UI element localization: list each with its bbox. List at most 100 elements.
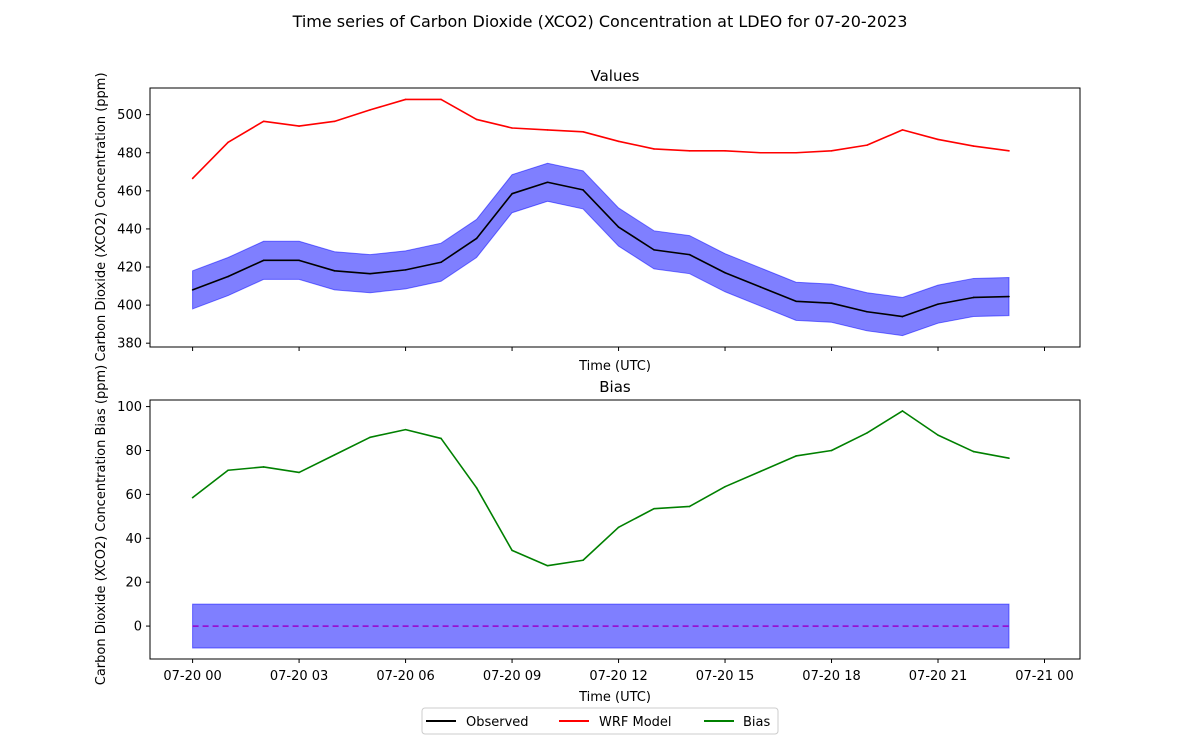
legend-box bbox=[421, 707, 779, 735]
wrf-model-point bbox=[404, 98, 407, 101]
observed-point bbox=[262, 259, 265, 262]
bias-panel-title: Bias bbox=[599, 378, 631, 396]
bias-point bbox=[369, 436, 371, 439]
bias-x-tick-label: 07-20 06 bbox=[376, 669, 434, 684]
wrf-model-point bbox=[298, 125, 300, 127]
bias-line bbox=[192, 410, 1010, 567]
observed-point bbox=[511, 192, 513, 195]
bias-x-tick-label: 07-21 00 bbox=[1015, 669, 1073, 684]
wrf-model-line bbox=[192, 98, 1010, 180]
observed-point bbox=[653, 249, 655, 251]
observed-point bbox=[440, 261, 442, 264]
values-x-axis-label: Time (UTC) bbox=[578, 359, 651, 374]
wrf-model-point bbox=[440, 98, 442, 101]
bias-point bbox=[759, 470, 762, 473]
observed-point bbox=[475, 237, 478, 240]
bias-point bbox=[546, 564, 549, 567]
bias-point bbox=[795, 455, 797, 457]
observed-point bbox=[1008, 295, 1010, 298]
bias-point bbox=[440, 437, 442, 440]
wrf-model-point bbox=[475, 118, 478, 121]
bias-x-tick-label: 07-20 00 bbox=[163, 669, 221, 684]
bias-point bbox=[653, 507, 655, 510]
legend-label-observed: Observed bbox=[466, 715, 529, 730]
observed-point bbox=[298, 259, 300, 262]
wrf-model-point bbox=[653, 148, 655, 150]
wrf-model-point bbox=[1008, 150, 1010, 152]
observed-point bbox=[369, 272, 371, 275]
bias-y-tick-label: 60 bbox=[125, 488, 142, 503]
observed-point bbox=[830, 302, 833, 304]
observed-point bbox=[901, 315, 904, 318]
bias-point bbox=[298, 471, 300, 474]
wrf-model-point bbox=[830, 150, 833, 152]
legend-label-wrf-model: WRF Model bbox=[599, 715, 672, 730]
wrf-model-point bbox=[333, 120, 336, 123]
legend: Observed WRF Model Bias bbox=[421, 707, 779, 735]
wrf-model-point bbox=[688, 150, 691, 152]
bias-y-tick-label: 20 bbox=[125, 576, 142, 591]
values-y-axis-label: Carbon Dioxide (XCO2) Concentration (ppm… bbox=[94, 72, 109, 361]
figure-title: Time series of Carbon Dioxide (XCO2) Con… bbox=[292, 12, 908, 31]
observed-point bbox=[759, 286, 762, 288]
wrf-model-point bbox=[546, 129, 549, 131]
wrf-model-point bbox=[191, 177, 194, 180]
bias-point bbox=[191, 496, 194, 499]
observed-point bbox=[795, 300, 797, 303]
wrf-model-point bbox=[901, 129, 904, 131]
observed-point bbox=[724, 271, 726, 274]
bias-point bbox=[617, 526, 620, 529]
wrf-model-point bbox=[369, 109, 371, 111]
bias-x-tick-label: 07-20 18 bbox=[802, 669, 860, 684]
values-y-tick-label: 420 bbox=[117, 261, 142, 276]
observed-point bbox=[582, 189, 584, 191]
bias-y-tick-label: 0 bbox=[134, 620, 142, 635]
bias-point bbox=[333, 454, 336, 456]
wrf-model-point bbox=[262, 120, 265, 123]
bias-point bbox=[1008, 457, 1010, 459]
bias-y-tick-label: 80 bbox=[125, 444, 142, 459]
wrf-model-point bbox=[795, 151, 797, 154]
values-panel-title: Values bbox=[590, 67, 639, 85]
bias-y-tick-label: 40 bbox=[125, 532, 142, 547]
values-y-tick-label: 400 bbox=[117, 299, 142, 314]
legend-label-bias: Bias bbox=[743, 715, 770, 730]
bias-point bbox=[866, 432, 868, 434]
bias-point bbox=[724, 485, 726, 488]
bias-point bbox=[511, 549, 513, 552]
bias-x-tick-label: 07-20 09 bbox=[483, 669, 541, 684]
observed-point bbox=[972, 296, 975, 299]
bias-point bbox=[404, 428, 407, 431]
observed-uncertainty-band bbox=[192, 162, 1010, 337]
values-plot-frame bbox=[149, 87, 1081, 348]
observed-point bbox=[546, 181, 549, 184]
wrf-model-point bbox=[937, 138, 939, 141]
bias-point bbox=[830, 449, 833, 452]
wrf-model-point bbox=[866, 144, 868, 146]
values-y-tick-label: 460 bbox=[117, 184, 142, 199]
bias-point bbox=[688, 505, 691, 508]
wrf-model-point bbox=[227, 141, 229, 144]
observed-point bbox=[404, 269, 407, 271]
bias-point bbox=[262, 466, 265, 468]
observed-point bbox=[191, 289, 194, 291]
wrf-model-point bbox=[724, 150, 726, 152]
bias-y-axis-label: Carbon Dioxide (XCO2) Concentration Bias… bbox=[94, 365, 109, 685]
bias-panel: Bias 0 20 40 60 80 100 07-20 00 07-20 03 07-20 … bbox=[94, 365, 1081, 705]
observed-point bbox=[937, 303, 939, 305]
bias-x-tick-label: 07-20 12 bbox=[589, 669, 647, 684]
wrf-model-point bbox=[582, 131, 584, 133]
bias-point bbox=[937, 434, 939, 436]
wrf-model-point bbox=[759, 151, 762, 154]
bias-y-tick-label: 100 bbox=[117, 400, 142, 415]
bias-point bbox=[582, 559, 584, 562]
observed-point bbox=[617, 226, 620, 228]
bias-x-axis-label: Time (UTC) bbox=[578, 690, 651, 705]
observed-point bbox=[866, 310, 868, 313]
bias-x-tick-label: 07-20 21 bbox=[909, 669, 967, 684]
bias-point bbox=[475, 486, 478, 489]
bias-point bbox=[227, 469, 229, 472]
observed-point bbox=[333, 270, 336, 272]
